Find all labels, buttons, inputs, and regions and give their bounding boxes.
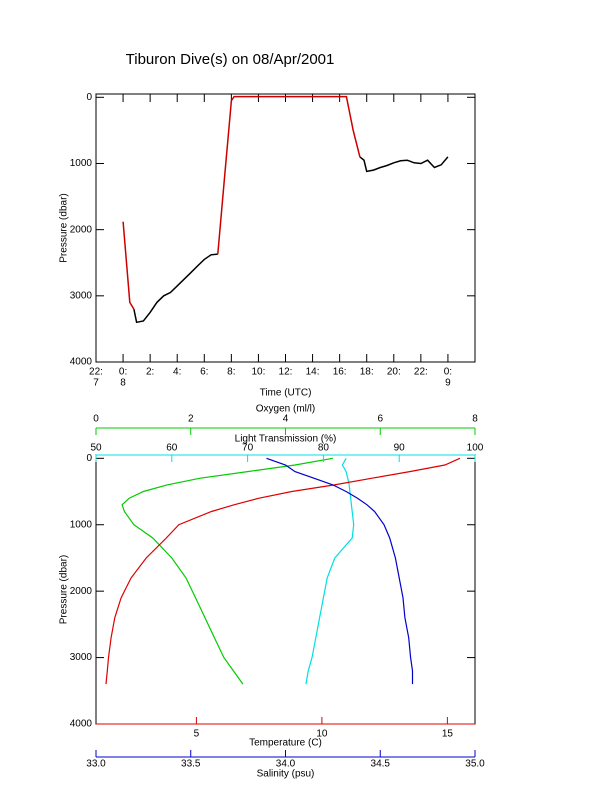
chart-title: Tiburon Dive(s) on 08/Apr/2001 (126, 51, 335, 68)
y-tick-label: 1000 (70, 158, 93, 169)
y-tick-label: 4000 (70, 357, 93, 368)
x-tick-label: 8 (472, 414, 478, 425)
y-tick-label: 4000 (70, 719, 93, 730)
x-tick-label: 5 (194, 729, 200, 740)
profile-line (121, 457, 334, 685)
x-tick-label: 6: (200, 367, 208, 378)
x-tick-label: 2: (146, 367, 154, 378)
x-tick-label: 35.0 (465, 759, 485, 770)
x-tick-label: 60 (166, 443, 178, 454)
x-tick-label: 80 (318, 443, 330, 454)
x-tick-label: 14: (306, 367, 320, 378)
y-tick-label: 0 (86, 453, 92, 464)
profile-line (105, 457, 461, 685)
x-tick-label: 20: (387, 367, 401, 378)
x-tick-label: 0 (93, 414, 99, 425)
x-tick-label: 33.5 (181, 759, 201, 770)
x-tick-label: 4: (173, 367, 181, 378)
x-axis-label: Salinity (psu) (257, 769, 315, 780)
x-tick-label: 90 (394, 443, 406, 454)
plot-frame (95, 93, 476, 363)
y-tick-label: 1000 (70, 519, 93, 530)
x-tick-label: 100 (467, 443, 484, 454)
x-tick-sublabel: 7 (93, 378, 99, 389)
x-tick-label: 6 (377, 414, 383, 425)
x-axis-label: Oxygen (ml/l) (256, 404, 315, 415)
x-tick-sublabel: 9 (445, 378, 451, 389)
x-tick-label: 2 (188, 414, 194, 425)
x-tick-label: 10: (251, 367, 265, 378)
x-tick-sublabel: 8 (120, 378, 126, 389)
x-tick-label: 18: (360, 367, 374, 378)
x-axis-label: Time (UTC) (260, 388, 312, 399)
x-tick-label: 0: (444, 367, 452, 378)
x-tick-label: 0: (119, 367, 127, 378)
x-tick-label: 12: (279, 367, 293, 378)
y-tick-label: 2000 (70, 224, 93, 235)
y-axis-label: Pressure (dbar) (59, 555, 70, 624)
x-axis-label: Temperature (C) (249, 738, 322, 749)
profile-line (266, 457, 414, 685)
plot-frame (95, 454, 476, 725)
y-tick-label: 3000 (70, 290, 93, 301)
x-tick-label: 22: (414, 367, 428, 378)
x-axis-label: Light Transmission (%) (235, 434, 337, 445)
y-tick-label: 2000 (70, 586, 93, 597)
x-tick-label: 34.0 (276, 759, 296, 770)
x-tick-label: 22: (89, 367, 103, 378)
x-tick-label: 16: (333, 367, 347, 378)
x-tick-label: 4 (283, 414, 289, 425)
data-line (122, 95, 361, 310)
y-axis-label: Pressure (dbar) (59, 193, 70, 262)
data-line (133, 156, 449, 324)
x-tick-label: 15 (442, 729, 454, 740)
x-tick-label: 50 (90, 443, 102, 454)
x-tick-label: 70 (242, 443, 254, 454)
x-tick-label: 33.0 (86, 759, 106, 770)
x-tick-label: 8: (227, 367, 235, 378)
y-tick-label: 3000 (70, 652, 93, 663)
profile-line (305, 458, 355, 685)
x-tick-label: 10 (316, 729, 328, 740)
x-tick-label: 34.5 (371, 759, 391, 770)
y-tick-label: 0 (86, 92, 92, 103)
